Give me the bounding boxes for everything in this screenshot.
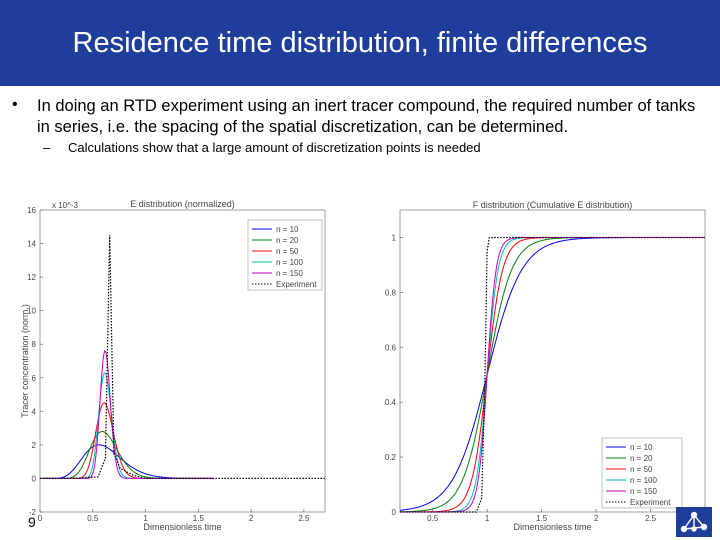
chart1-series-n100 [42,371,214,479]
chart1-legend [247,219,323,291]
chart1-y-tick: 8 [32,340,37,349]
chart2-y-tick: 0 [392,508,397,517]
chart2-axes-box [399,209,706,513]
chart1-y-tick: 6 [32,374,37,383]
bullet-text: In doing an RTD experiment using an iner… [37,97,696,136]
chart1-legend-label: n = 150 [276,269,303,278]
chart1-y-exponent: x 10^-3 [52,201,79,210]
chart1-legend-label: Experiment [276,280,317,289]
bullet-dot-icon: • [12,96,18,113]
chart1-x-tick: 0 [38,514,43,523]
chart2-legend-label: Experiment [630,498,671,507]
chart2-x-tick: 2.5 [645,514,657,523]
chart2-x-tick: 1.5 [536,514,548,523]
chart1-x-tick: 0.5 [87,514,99,523]
chart1-y-tick: 4 [32,407,37,416]
chart2-x-tick: 0.5 [427,514,439,523]
chart1-y-tick: 14 [27,240,36,249]
chart2-series-Experiment [400,236,705,513]
chart1-y-tick: 10 [27,307,36,316]
sub-bullet-text: Calculations show that a large amount of… [68,140,481,155]
chart2-x-tick: 2 [594,514,599,523]
chart1-x-tick: 2.5 [298,514,310,523]
chart1-x-tick: 2 [249,514,254,523]
chart2-legend-label: n = 50 [630,465,653,474]
slide-title: Residence time distribution, finite diff… [72,27,648,59]
chart2-legend [601,437,683,509]
chart1-xlabel: Dimensionless time [143,522,221,532]
chart2-legend-label: n = 150 [630,487,657,496]
chart2-xlabel: Dimensionless time [513,522,591,532]
chart2-legend-label: n = 10 [630,443,653,452]
chart2-y-tick: 0.8 [385,288,397,297]
chart1-x-tick: 1.5 [193,514,205,523]
chart2-title: F distribution (Cumulative E distributio… [473,200,633,210]
chart1-series-n20 [42,431,214,479]
chart1-x-tick: 1 [143,514,148,523]
chart1-y-tick: -2 [29,508,37,517]
chart2-legend-label: n = 20 [630,454,653,463]
chart2-x-tick: 1 [485,514,490,523]
chart1-legend-label: n = 100 [276,258,303,267]
chart1-legend-label: n = 20 [276,236,299,245]
chart1-y-tick: 0 [32,474,37,483]
chart1-legend-label: n = 10 [276,225,299,234]
chart2-y-tick: 0.2 [385,453,397,462]
network-logo-icon [676,507,712,537]
chart1-y-tick: 16 [27,206,36,215]
chart1-y-tick: 12 [27,273,36,282]
page-number: 9 [28,514,36,530]
chart1-series-n50 [42,402,214,479]
chart2-y-tick: 0.4 [385,398,397,407]
chart1-legend-label: n = 50 [276,247,299,256]
chart2-legend-label: n = 100 [630,476,657,485]
chart1-series-n150 [42,350,214,479]
chart1-ylabel: Tracer concentration (norm.) [20,304,30,418]
chart1-axes-box [39,209,326,513]
dash-icon: – [43,140,51,155]
chart2-y-tick: 0.6 [385,343,397,352]
chart1-title: E distribution (normalized) [130,199,235,209]
title-bar: Residence time distribution, finite diff… [0,0,720,86]
chart2-y-tick: 1 [392,233,397,242]
chart1-y-tick: 2 [32,441,37,450]
